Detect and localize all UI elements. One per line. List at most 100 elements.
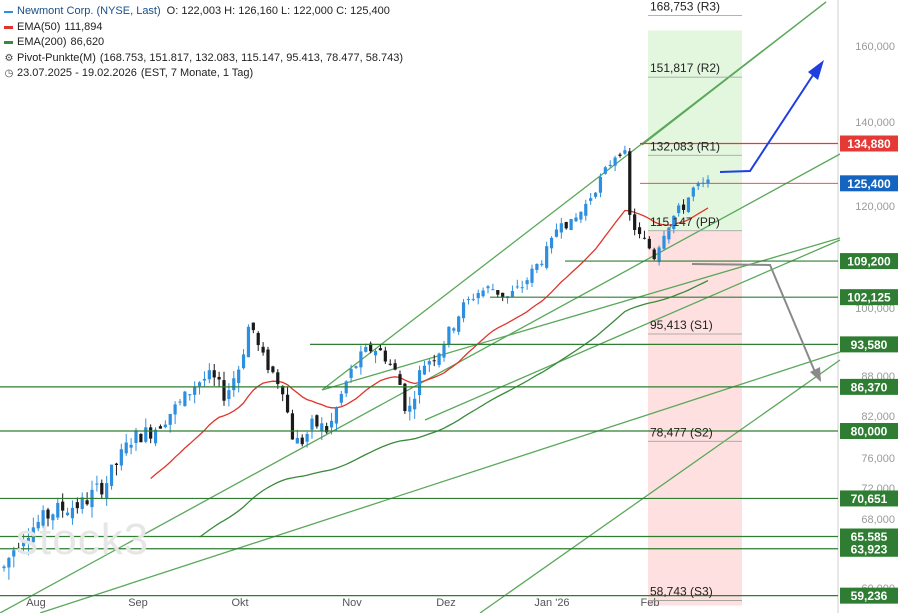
candle-body [51, 514, 55, 521]
level-price-label: 93,580 [851, 338, 888, 352]
candle-body [227, 390, 231, 400]
candle-body [422, 365, 427, 375]
candle-body [36, 521, 40, 529]
candle-body [261, 346, 265, 353]
candle-body [65, 512, 70, 516]
candle-body [251, 322, 255, 331]
candle-body [618, 154, 622, 156]
candle-body [222, 380, 226, 401]
candle-body [554, 229, 559, 237]
candle-body [320, 423, 324, 431]
candle-body [642, 237, 647, 239]
candle-body [295, 437, 299, 444]
candle-body [559, 223, 563, 233]
trend-line [39, 351, 841, 613]
level-price-label-bg [840, 336, 898, 353]
candle-body [373, 351, 378, 356]
level-price-label-bg [840, 423, 898, 439]
candle-body [535, 263, 539, 270]
candle-body [364, 347, 368, 352]
ema50-line [150, 207, 709, 479]
candle-body [501, 292, 505, 298]
candle-body [530, 268, 534, 283]
candle-body [657, 247, 661, 262]
candle-body [510, 290, 515, 297]
clock-icon: ◷ [4, 68, 14, 80]
candle-body [383, 350, 387, 362]
candle-body [515, 286, 519, 288]
candle-body [564, 221, 568, 229]
candle-body [105, 483, 109, 498]
x-tick-label: Feb [641, 597, 660, 609]
legend-pivot-values: (168.753, 151.817, 132.083, 115.147, 95.… [99, 51, 404, 64]
candle-body [256, 332, 260, 346]
candle-body [339, 393, 343, 403]
level-price-label-bg [840, 135, 898, 152]
candle-body [329, 420, 334, 428]
candle-body [334, 407, 339, 424]
legend-ema200-value: 86,620 [70, 36, 105, 49]
candle-body [369, 343, 373, 352]
legend-title: Newmont Corp. (NYSE, Last) [17, 5, 161, 17]
candle-body [481, 290, 485, 297]
candle-body [310, 418, 314, 430]
y-tick-label: 120,000 [855, 201, 895, 213]
candle-body [706, 179, 710, 184]
candle-body [124, 442, 128, 454]
candle-body [603, 167, 607, 174]
candle-body [696, 183, 700, 187]
pivot-label: 168,753 (R3) [650, 0, 720, 13]
candle-body [109, 464, 114, 486]
level-price-label-bg [840, 528, 898, 545]
candle-body [85, 500, 89, 505]
candle-body [46, 509, 50, 519]
gear-icon: ⚙ [4, 52, 14, 64]
candle-body [75, 502, 79, 509]
ema200-swatch [4, 41, 13, 45]
candle-body [163, 424, 167, 428]
level-price-label-bg [840, 490, 898, 507]
level-price-label: 102,125 [847, 291, 891, 305]
candle-body [241, 354, 246, 369]
candle-body [598, 176, 603, 193]
legend-range-detail: (EST, 7 Monate, 1 Tag) [140, 67, 254, 80]
pivot-label: 151,817 (R2) [650, 61, 720, 75]
pivot-label: 132,083 (R1) [650, 139, 720, 153]
candle-body [432, 360, 436, 362]
legend-ema200-label: EMA(200) [17, 36, 67, 49]
y-tick-label: 76,000 [861, 453, 895, 465]
candle-body [637, 227, 642, 235]
candle-body [285, 394, 290, 413]
candle-body [359, 351, 363, 368]
candle-body [31, 527, 35, 543]
candle-body [7, 557, 11, 568]
trend-line [424, 239, 841, 421]
pivot-label: 58,743 (S3) [650, 585, 713, 599]
last-price-label-bg [840, 175, 898, 192]
trend-line [641, 1, 827, 146]
level-price-label: 70,651 [851, 492, 888, 506]
legend-pivot-row: ⚙ Pivot-Punkte(M) (168.753, 151.817, 132… [4, 51, 404, 67]
candle-body [579, 211, 583, 220]
candle-body [623, 150, 627, 154]
x-tick-label: Sep [128, 597, 148, 609]
price-labels: 134,880 109,200 102,125 93,580 86,370 80,000 7… [840, 135, 898, 604]
candle-body [540, 263, 544, 265]
candle-body [188, 394, 192, 396]
level-price-label: 86,370 [851, 380, 888, 394]
candle-body [628, 151, 632, 215]
bullish-zone [648, 30, 742, 231]
legend-ema50-row: EMA(50) 111,894 [4, 20, 403, 36]
y-tick-label: 68,000 [861, 514, 895, 526]
candle-body [134, 430, 138, 444]
candle-body [305, 434, 309, 442]
candle-body [633, 214, 637, 230]
candle-body [70, 507, 75, 519]
level-price-label: 134,880 [847, 137, 891, 151]
candle-body [393, 363, 397, 370]
x-tick-label: Dez [436, 597, 456, 609]
candle-body [447, 326, 451, 345]
pivot-label: 115,147 (PP) [650, 215, 720, 229]
candle-body [100, 482, 104, 495]
